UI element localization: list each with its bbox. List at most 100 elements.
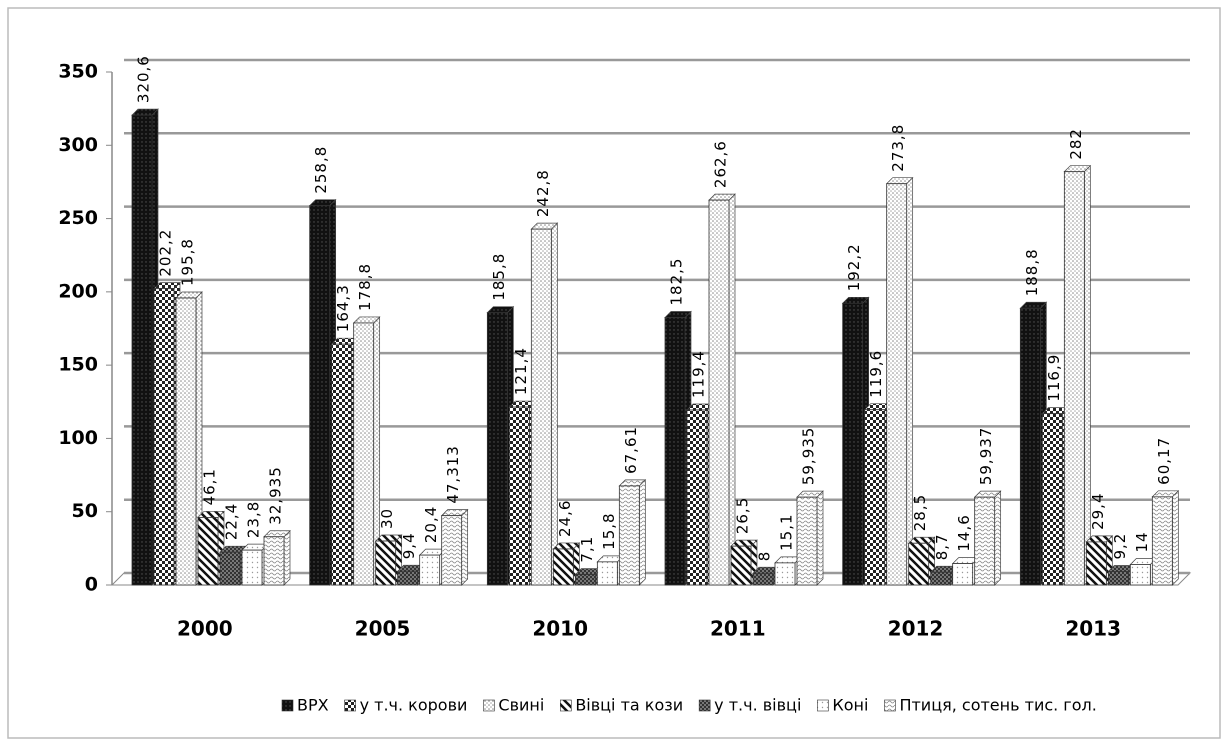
bar (552, 548, 574, 586)
legend-label: Свині (498, 696, 544, 715)
value-label: 8,7 (933, 533, 951, 560)
bar (1151, 496, 1173, 586)
value-label: 282 (1067, 128, 1085, 160)
value-label: 32,935 (267, 466, 285, 525)
bar (1019, 307, 1041, 586)
bar-side (994, 490, 1002, 586)
value-label: 119,4 (690, 350, 708, 398)
bar (974, 496, 996, 586)
legend-label: Птиця, сотень тис. гол. (899, 696, 1096, 715)
value-label: 59,935 (800, 427, 818, 486)
bar (686, 409, 708, 586)
y-tick-label: 50 (72, 500, 98, 522)
value-label: 15,8 (600, 512, 618, 549)
legend-swatch (281, 699, 294, 712)
bar (153, 288, 175, 586)
bar (197, 517, 219, 586)
bar (175, 297, 197, 586)
value-label: 258,8 (312, 146, 330, 194)
value-label: 182,5 (668, 258, 686, 306)
bar (864, 409, 886, 586)
legend-label: у т.ч. вівці (714, 696, 801, 715)
legend-swatch (483, 699, 495, 712)
value-label: 185,8 (490, 253, 508, 301)
bar (1107, 571, 1129, 586)
value-label: 29,4 (1089, 493, 1107, 530)
bar (1041, 413, 1063, 586)
value-label: 14 (1133, 531, 1151, 552)
y-tick-label: 100 (58, 427, 98, 449)
bar (530, 228, 552, 586)
bar (375, 540, 397, 586)
bar (730, 545, 752, 586)
y-tick-label: 250 (58, 207, 98, 229)
bar (596, 561, 618, 586)
value-label: 192,2 (845, 243, 863, 291)
legend-label: Вівці та кози (575, 696, 683, 715)
legend-swatch (560, 699, 572, 712)
value-label: 116,9 (1045, 354, 1063, 402)
value-label: 8 (756, 551, 774, 562)
legend-swatch (344, 699, 356, 712)
value-label: 28,5 (911, 494, 929, 531)
value-label: 14,6 (955, 514, 973, 551)
x-tick-label: 2000 (177, 617, 233, 641)
bar (508, 406, 530, 586)
bar (708, 199, 730, 586)
y-tick-label: 300 (58, 134, 98, 156)
value-label: 22,4 (223, 503, 241, 540)
y-tick-label: 200 (58, 280, 98, 302)
bar (419, 554, 441, 586)
value-label: 202,2 (157, 229, 175, 277)
value-label: 262,6 (712, 140, 730, 188)
bar (664, 317, 686, 586)
legend-swatch (884, 699, 896, 712)
value-label: 9,2 (1111, 533, 1129, 560)
value-label: 15,1 (778, 513, 796, 550)
bar-side (816, 490, 824, 586)
bar (842, 302, 864, 586)
bar (1085, 541, 1107, 586)
value-label: 242,8 (534, 169, 552, 217)
value-label: 164,3 (334, 284, 352, 332)
bar (486, 312, 508, 586)
bar-side (283, 529, 291, 586)
bar (930, 571, 952, 586)
value-label: 26,5 (734, 497, 752, 534)
x-tick-label: 2011 (710, 617, 766, 641)
x-tick-label: 2005 (355, 617, 411, 641)
legend-label: у т.ч. корови (360, 696, 468, 715)
bar (397, 570, 419, 586)
bar (219, 551, 241, 586)
value-label: 46,1 (201, 468, 219, 505)
value-label: 320,6 (135, 55, 153, 103)
bar (131, 114, 153, 586)
value-label: 23,8 (245, 501, 263, 538)
value-label: 20,4 (422, 506, 440, 543)
legend-swatch (698, 699, 711, 712)
value-label: 30 (378, 508, 396, 529)
bar-side (638, 479, 646, 586)
bar (309, 205, 331, 586)
chart-border (7, 7, 1221, 739)
bar (353, 322, 375, 586)
value-label: 59,937 (977, 427, 995, 486)
bar (774, 562, 796, 586)
bar (1129, 564, 1151, 586)
value-label: 178,8 (356, 263, 374, 311)
value-label: 9,4 (400, 532, 418, 559)
value-label: 24,6 (556, 500, 574, 537)
y-tick-label: 0 (85, 574, 98, 596)
bar (331, 343, 353, 586)
value-label: 195,8 (179, 238, 197, 286)
value-label: 188,8 (1023, 248, 1041, 296)
bar (574, 574, 596, 586)
y-tick-label: 350 (58, 61, 98, 83)
x-tick-label: 2013 (1065, 617, 1121, 641)
bar-side (1171, 489, 1179, 586)
bar (752, 572, 774, 586)
value-label: 67,61 (622, 426, 640, 474)
bar (908, 542, 930, 586)
value-label: 119,6 (867, 350, 885, 398)
value-label: 121,4 (512, 347, 530, 395)
